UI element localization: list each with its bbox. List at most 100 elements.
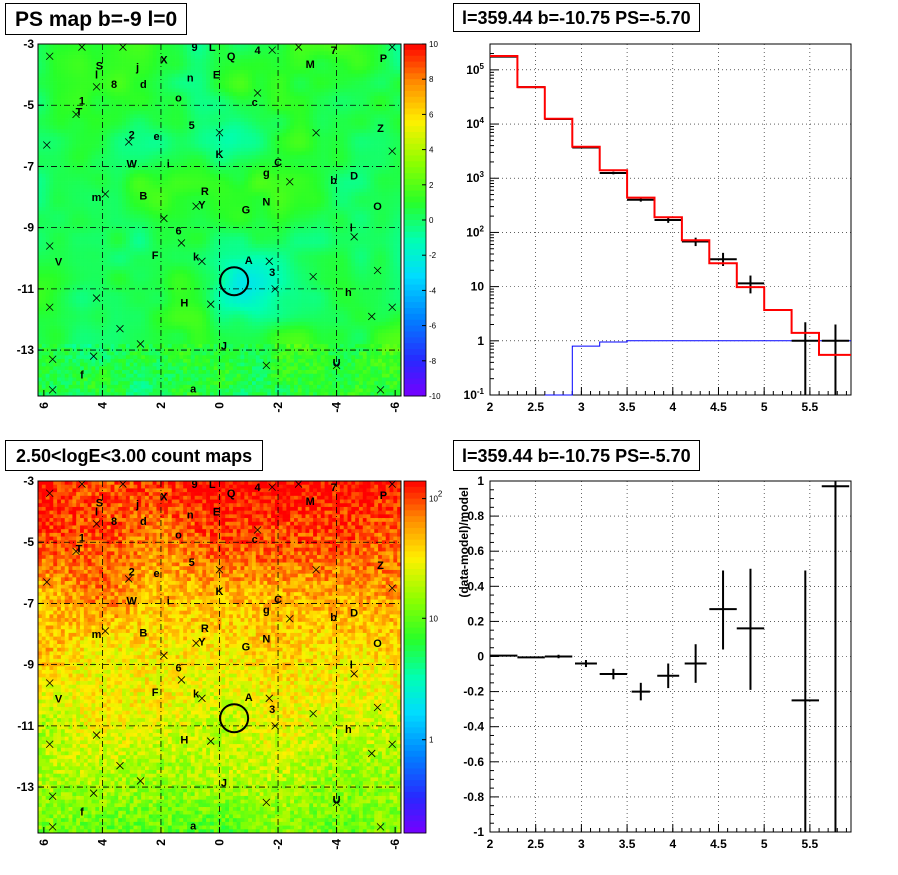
heatmap-cell [141,140,146,145]
heatmap-cell [187,66,192,71]
heatmap-cell [160,144,165,149]
heatmap-cell [129,129,134,134]
heatmap-cell [122,270,127,275]
heatmap-cell [64,69,69,74]
heatmap-cell [122,210,127,215]
heatmap-cell [118,99,123,104]
heatmap-cell [137,303,142,308]
heatmap-cell [179,221,184,226]
heatmap-cell [41,88,46,93]
heatmap-cell [152,288,157,293]
heatmap-cell [110,299,115,304]
heatmap-cell [114,247,119,252]
heatmap-cell [225,281,230,286]
heatmap-cell [87,118,92,123]
heatmap-cell [57,84,62,89]
heatmap-cell [190,147,196,152]
heatmap-cell [187,203,192,208]
heatmap-cell [106,144,111,149]
heatmap-cell [68,225,73,230]
heatmap-cell [171,299,176,304]
heatmap-cell [38,166,43,171]
heatmap-cell [64,114,69,119]
heatmap-cell [213,199,218,204]
heatmap-cell [171,58,176,63]
heatmap-cell [64,318,69,323]
heatmap-cell [91,221,96,226]
heatmap-cell [106,325,111,330]
heatmap-cell [144,125,150,130]
heatmap-cell [221,207,226,212]
heatmap-cell [179,84,184,89]
heatmap-cell [141,129,146,134]
heatmap-cell [213,44,218,49]
heatmap-cell [209,355,215,360]
heatmap-cell [87,318,92,323]
heatmap-cell [133,44,138,49]
heatmap-cell [213,55,218,60]
heatmap-cell [41,188,46,193]
heatmap-cell [41,155,46,160]
heatmap-cell [221,55,226,60]
heatmap-cell [95,47,100,52]
heatmap-cell [232,95,238,100]
heatmap-cell [167,214,173,219]
heatmap-cell [49,173,54,178]
heatmap-cell [141,236,146,241]
heatmap-cell [102,281,108,286]
heatmap-cell [137,229,142,234]
heatmap-cell [118,58,123,63]
heatmap-cell [99,73,104,78]
heatmap-cell [229,355,234,360]
heatmap-cell [122,129,127,134]
heatmap-cell [187,169,192,175]
heatmap-cell [148,77,153,82]
heatmap-cell [64,321,69,326]
heatmap-cell [122,66,127,71]
heatmap-cell [64,218,69,223]
heatmap-cell [125,258,131,263]
heatmap-cell [167,77,173,82]
heatmap-cell [125,284,131,289]
heatmap-cell [171,155,176,160]
heatmap-cell [148,288,153,293]
heatmap-cell [45,62,50,67]
heatmap-cell [183,340,188,345]
heatmap-cell [99,229,104,234]
heatmap-cell [45,47,50,52]
heatmap-cell [41,288,46,293]
heatmap-cell [99,247,104,252]
heatmap-cell [49,132,54,137]
heatmap-cell [217,314,222,319]
heatmap-cell [179,295,184,301]
heatmap-cell [49,292,54,297]
heatmap-cell [171,207,176,212]
heatmap-cell [225,377,230,382]
heatmap-cell [164,132,169,137]
heatmap-cell [209,299,215,304]
heatmap-cell [229,147,234,152]
heatmap-cell [53,236,58,241]
heatmap-cell [137,281,142,286]
heatmap-cell [114,284,119,289]
heatmap-cell [57,51,62,56]
heatmap-cell [156,340,161,345]
heatmap-cell [45,110,50,115]
heatmap-cell [156,99,161,104]
heatmap-cell [110,381,115,386]
heatmap-cell [60,162,66,167]
heatmap-cell [72,173,77,178]
heatmap-cell [129,181,134,186]
heatmap-cell [57,66,62,71]
heatmap-cell [60,370,66,375]
heatmap-cell [209,195,215,200]
heatmap-cell [144,355,150,360]
heatmap-cell [125,273,131,278]
heatmap-cell [141,392,146,397]
heatmap-cell [167,62,173,67]
heatmap-cell [133,370,138,375]
heatmap-cell [106,44,111,49]
heatmap-cell [141,118,146,123]
heatmap-cell [171,325,176,330]
heatmap-cell [198,151,203,156]
